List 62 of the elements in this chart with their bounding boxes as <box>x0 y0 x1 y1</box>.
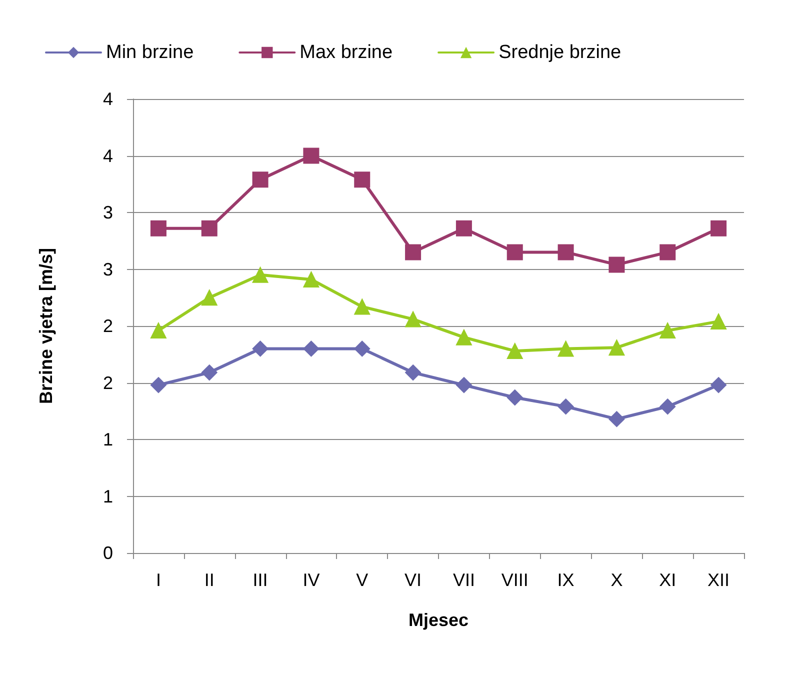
point <box>660 398 676 415</box>
point <box>710 377 727 394</box>
point <box>303 148 320 164</box>
point <box>608 340 625 356</box>
point <box>506 390 523 406</box>
point <box>150 322 166 339</box>
x-tick-label: XII <box>708 570 730 590</box>
point <box>201 364 218 381</box>
x-tick-label: IX <box>557 570 574 590</box>
point <box>710 313 727 330</box>
point <box>303 340 320 357</box>
point <box>252 266 268 283</box>
y-tick-label: 2 <box>102 372 113 393</box>
point <box>354 298 370 315</box>
point <box>201 290 218 306</box>
point <box>456 220 472 236</box>
y-tick-label: 2 <box>102 316 113 336</box>
point <box>405 244 422 260</box>
point <box>252 340 268 357</box>
y-tick-label: 0 <box>102 543 113 563</box>
point <box>303 271 320 288</box>
y-tick-label: 4 <box>102 146 113 166</box>
point <box>558 340 574 357</box>
y-tick-label: 1 <box>102 430 113 450</box>
x-tick-label: III <box>252 570 268 590</box>
point <box>558 398 574 415</box>
x-tick-label: XI <box>659 570 676 590</box>
point <box>150 377 166 394</box>
x-tick-label: X <box>610 570 623 590</box>
point <box>201 220 218 236</box>
point <box>456 377 472 394</box>
y-axis-title: Brzine vjetra [m/s] <box>36 248 56 404</box>
point <box>456 329 472 346</box>
legend-label: Max brzine <box>300 42 393 63</box>
y-tick-label: 4 <box>102 89 113 109</box>
point <box>150 220 166 236</box>
point <box>608 256 625 273</box>
x-tick-label: VIII <box>501 570 528 590</box>
point <box>506 342 523 359</box>
y-tick-label: 3 <box>102 202 113 222</box>
point <box>252 172 268 188</box>
y-tick-label: 1 <box>102 486 113 506</box>
point <box>660 322 676 339</box>
x-tick-label: VI <box>404 570 422 590</box>
point <box>660 244 676 260</box>
point <box>354 340 370 357</box>
point <box>405 364 422 381</box>
x-tick-label: II <box>204 570 214 590</box>
legend-label: Srednje brzine <box>498 42 622 63</box>
point <box>710 220 727 236</box>
y-tick-label: 3 <box>102 259 113 280</box>
x-tick-label: I <box>156 570 161 590</box>
x-tick-label: VII <box>452 570 475 590</box>
x-tick-label: IV <box>302 570 320 590</box>
point <box>506 244 523 260</box>
point <box>608 411 625 428</box>
point <box>558 244 574 260</box>
x-axis-title: Mjesec <box>408 610 469 630</box>
point <box>354 172 370 188</box>
legend-label: Min brzine <box>106 42 194 63</box>
x-tick-label: V <box>356 570 368 590</box>
point <box>405 311 422 328</box>
